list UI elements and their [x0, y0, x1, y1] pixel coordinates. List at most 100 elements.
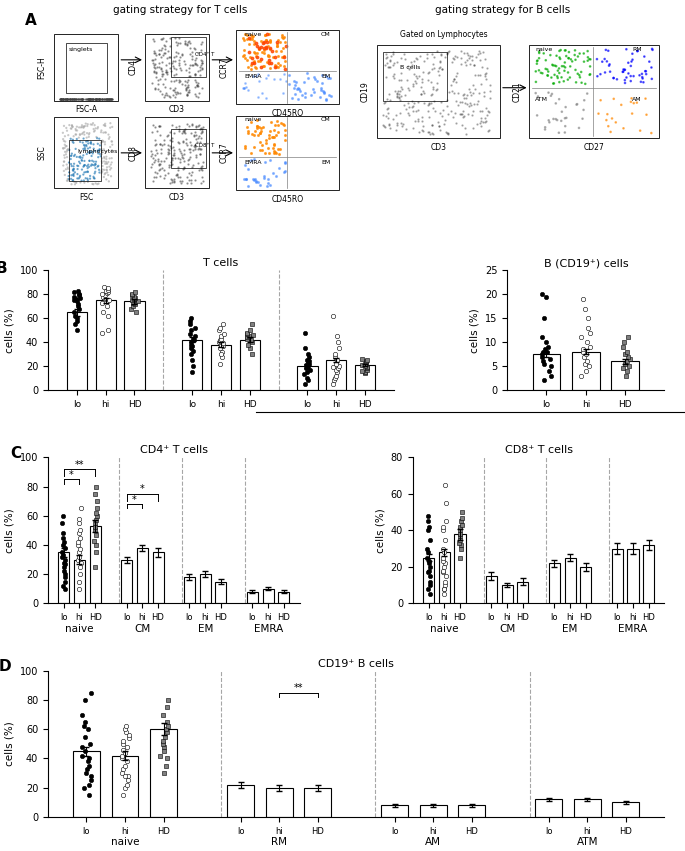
Point [177, 174, 188, 188]
Point [319, 85, 329, 99]
Point [177, 134, 188, 148]
Point [175, 176, 186, 190]
Point [604, 58, 615, 71]
Point [261, 35, 272, 49]
Point [175, 50, 186, 64]
Point [635, 124, 646, 138]
Point [360, 365, 371, 379]
Point [174, 119, 185, 133]
Point [432, 83, 443, 96]
Point [160, 43, 171, 56]
Point [58, 92, 69, 106]
Point [270, 60, 281, 73]
Point [299, 86, 310, 100]
Point [162, 694, 173, 707]
Point [73, 300, 84, 313]
Point [62, 92, 73, 106]
Point [332, 365, 342, 379]
Point [476, 111, 487, 124]
Point [411, 105, 422, 118]
Point [75, 121, 86, 134]
Point [430, 105, 441, 118]
Point [88, 178, 99, 191]
Point [87, 92, 98, 106]
Point [59, 92, 70, 106]
Point [412, 114, 423, 128]
Point [455, 107, 466, 121]
Point [68, 294, 79, 307]
Point [175, 37, 186, 50]
Point [172, 168, 183, 181]
Point [477, 105, 488, 118]
Point [275, 59, 286, 72]
Point [191, 149, 202, 163]
Point [84, 160, 95, 174]
Point [174, 76, 185, 89]
Point [54, 92, 65, 106]
Point [91, 545, 102, 559]
Bar [355, 365, 375, 390]
Bar [572, 351, 599, 390]
Point [92, 92, 103, 106]
Point [183, 157, 194, 170]
Point [288, 74, 299, 88]
Point [179, 77, 190, 91]
Point [255, 127, 266, 140]
Point [95, 139, 105, 152]
Point [408, 97, 419, 111]
Point [155, 128, 166, 141]
Point [188, 158, 199, 172]
Point [413, 103, 424, 117]
Point [271, 128, 282, 141]
Point [103, 285, 114, 299]
Bar [73, 751, 100, 817]
Text: **: ** [294, 683, 303, 694]
Point [169, 31, 180, 45]
Point [101, 92, 112, 106]
Point [435, 55, 446, 69]
Point [323, 89, 334, 102]
Point [578, 350, 589, 363]
Point [453, 99, 464, 112]
Point [605, 125, 616, 139]
Point [82, 165, 93, 179]
Text: EM: EM [562, 624, 577, 634]
Point [107, 120, 118, 134]
Point [166, 118, 177, 132]
Point [101, 152, 112, 166]
Point [93, 159, 104, 173]
Point [179, 125, 190, 139]
Point [540, 54, 551, 67]
Point [160, 63, 171, 77]
Bar [612, 549, 623, 603]
Point [395, 51, 406, 65]
Point [646, 126, 657, 140]
Point [302, 365, 313, 379]
Point [96, 142, 107, 156]
Point [395, 106, 406, 120]
Bar [58, 552, 69, 603]
Point [90, 528, 101, 541]
Point [456, 542, 466, 556]
Point [100, 92, 111, 106]
Point [169, 173, 179, 186]
Point [73, 535, 84, 549]
Point [279, 156, 290, 169]
Point [96, 147, 107, 161]
Point [601, 113, 612, 127]
Point [186, 365, 197, 379]
Point [427, 83, 438, 96]
Point [89, 124, 100, 138]
Point [58, 164, 69, 178]
FancyBboxPatch shape [377, 45, 500, 138]
Point [94, 92, 105, 106]
Point [158, 31, 169, 44]
Point [625, 60, 636, 73]
Point [99, 288, 110, 302]
Point [553, 126, 564, 140]
Point [177, 126, 188, 140]
Point [194, 122, 205, 135]
Point [89, 487, 100, 500]
Point [184, 59, 195, 72]
Text: ATM: ATM [577, 837, 598, 848]
